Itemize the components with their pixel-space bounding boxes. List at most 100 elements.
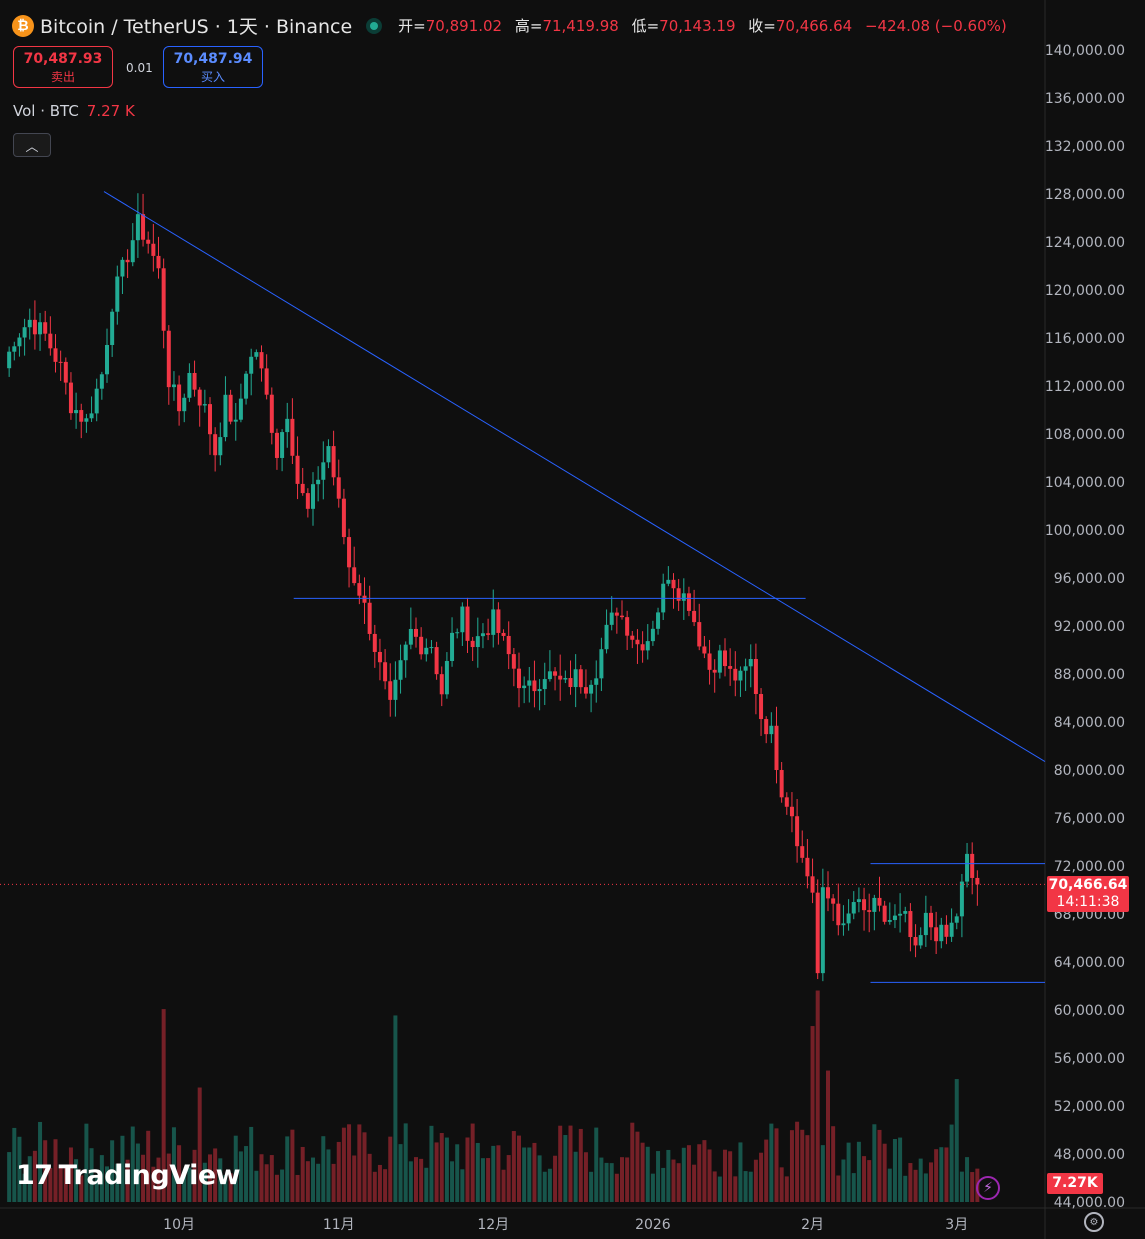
y-tick-label: 52,000.00 xyxy=(1054,1099,1125,1115)
collapse-legend-button[interactable]: ︿ xyxy=(13,133,51,157)
candle-body xyxy=(357,583,362,596)
y-tick-label: 124,000.00 xyxy=(1045,235,1125,251)
volume-bar xyxy=(27,1156,32,1202)
candle-body xyxy=(965,853,970,882)
volume-bar xyxy=(74,1159,79,1202)
volume-bar xyxy=(599,1157,604,1202)
volume-bar xyxy=(800,1129,805,1202)
volume-tag: 7.27K xyxy=(1047,1173,1103,1194)
candle-body xyxy=(851,902,856,914)
candle-body xyxy=(887,920,892,922)
volume-bar xyxy=(99,1155,104,1202)
candle-body xyxy=(32,319,37,335)
volume-bar xyxy=(58,1167,63,1202)
candle-body xyxy=(367,602,372,634)
candle-body xyxy=(249,356,254,374)
candle-body xyxy=(264,368,269,395)
volume-bar xyxy=(609,1163,614,1202)
volume-bar xyxy=(347,1124,352,1202)
candle-body xyxy=(820,887,825,974)
volume-bar xyxy=(532,1142,537,1202)
candle-body xyxy=(759,694,764,720)
volume-bar xyxy=(321,1136,326,1202)
volume-bar xyxy=(43,1140,48,1202)
candle-body xyxy=(228,394,233,422)
candle-body xyxy=(908,911,913,938)
candle-body xyxy=(480,633,485,637)
volume-bar xyxy=(898,1137,903,1202)
volume-bar xyxy=(970,1172,975,1202)
candle-body xyxy=(954,916,959,923)
volume-bar xyxy=(233,1135,238,1202)
volume-bar xyxy=(604,1162,609,1202)
volume-bar xyxy=(697,1144,702,1202)
candle-body xyxy=(151,243,156,256)
sell-button[interactable]: 70,487.93 卖出 xyxy=(13,46,113,88)
candle-body xyxy=(717,650,722,673)
candle-body xyxy=(460,606,465,633)
y-tick-label: 108,000.00 xyxy=(1045,427,1125,443)
candle-body xyxy=(862,899,867,911)
volume-bar xyxy=(161,1009,166,1202)
volume-bar xyxy=(213,1148,218,1202)
candle-body xyxy=(377,651,382,663)
volume-bar xyxy=(244,1146,249,1202)
volume-bar xyxy=(63,1165,68,1202)
volume-bar xyxy=(414,1157,418,1202)
volume-bar xyxy=(810,1026,815,1202)
volume-bar xyxy=(661,1167,666,1202)
volume-bar xyxy=(934,1149,939,1202)
volume-bar xyxy=(146,1130,151,1202)
candle-body xyxy=(604,624,609,650)
volume-bar xyxy=(398,1144,403,1202)
candle-body xyxy=(692,610,697,623)
volume-bar xyxy=(789,1130,794,1202)
lightning-icon[interactable]: ⚡ xyxy=(976,1176,1000,1200)
volume-bar xyxy=(419,1158,424,1202)
candle-body xyxy=(388,681,393,700)
buy-button[interactable]: 70,487.94 买入 xyxy=(163,46,263,88)
chart-header: ₿ Bitcoin / TetherUS · 1天 · Binance 开=70… xyxy=(12,12,1015,39)
candle-body xyxy=(475,636,480,648)
candle-body xyxy=(202,404,207,406)
x-tick-label: 12月 xyxy=(477,1217,509,1233)
y-tick-label: 76,000.00 xyxy=(1054,811,1125,827)
candle-body xyxy=(429,647,434,649)
volume-bar xyxy=(475,1142,480,1202)
candle-body xyxy=(326,446,331,463)
volume-bar xyxy=(929,1162,933,1202)
candle-body xyxy=(135,214,140,241)
volume-bar xyxy=(105,1166,109,1202)
volume-bar xyxy=(331,1163,336,1202)
candle-body xyxy=(511,654,516,669)
volume-bar xyxy=(645,1146,650,1202)
candle-body xyxy=(74,410,79,414)
symbol-title[interactable]: Bitcoin / TetherUS · 1天 · Binance xyxy=(40,16,353,38)
volume-bar xyxy=(558,1125,563,1202)
volume-bar xyxy=(892,1138,897,1202)
candle-body xyxy=(290,418,295,456)
volume-bar xyxy=(764,1139,769,1202)
volume-bar xyxy=(589,1171,594,1202)
y-tick-label: 56,000.00 xyxy=(1054,1051,1125,1067)
volume-bar xyxy=(68,1147,73,1202)
volume-bar xyxy=(939,1147,944,1202)
volume-bar xyxy=(208,1154,212,1202)
candle-body xyxy=(455,632,460,634)
volume-bar xyxy=(686,1145,691,1202)
volume-bar xyxy=(89,1148,94,1202)
candle-body xyxy=(496,609,501,633)
candle-body xyxy=(753,658,758,695)
candle-body xyxy=(666,579,671,584)
buy-label: 买入 xyxy=(200,70,225,84)
y-tick-label: 112,000.00 xyxy=(1045,379,1125,395)
candle-body xyxy=(841,923,846,926)
volume-bar xyxy=(635,1131,640,1202)
candle-body xyxy=(789,806,794,817)
candle-body xyxy=(58,361,63,363)
candle-body xyxy=(223,394,228,438)
settings-gear-icon[interactable]: ⚙ xyxy=(1084,1212,1104,1232)
close-value: 70,466.64 xyxy=(775,17,853,35)
candle-body xyxy=(274,432,279,458)
